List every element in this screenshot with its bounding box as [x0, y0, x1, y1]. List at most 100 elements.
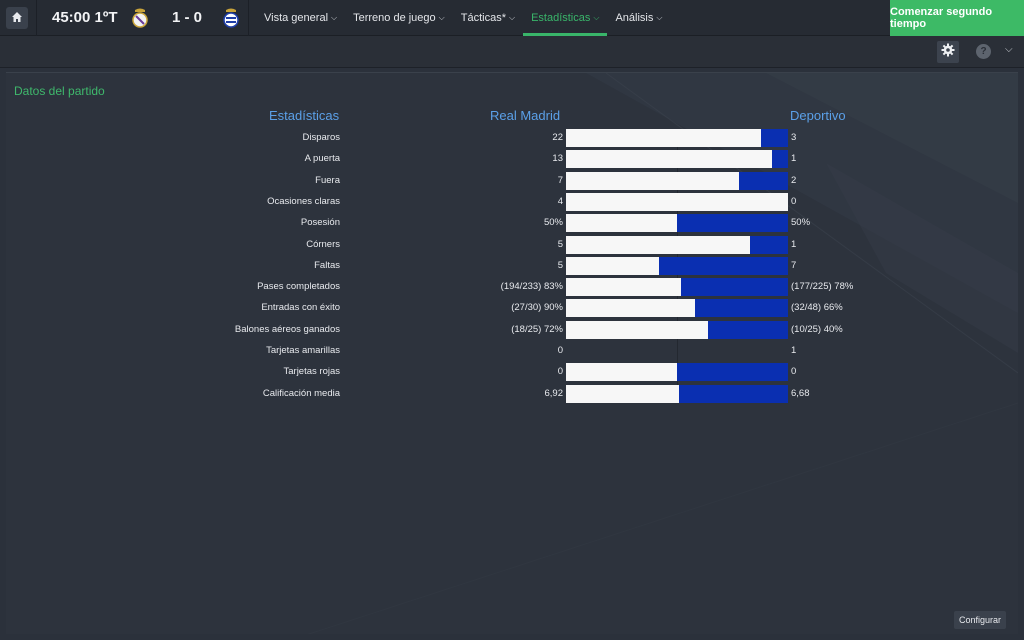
home-bar-segment — [566, 172, 739, 190]
away-value: 7 — [791, 260, 797, 271]
stat-row: Tarjetas rojas 0 0 — [6, 361, 1018, 382]
home-value: 7 — [557, 175, 563, 186]
match-score: 1 - 0 — [172, 9, 203, 26]
nav-label: Tácticas* — [460, 12, 506, 24]
comparison-bar — [566, 236, 788, 254]
away-bar-segment — [739, 172, 788, 190]
home-bar-segment — [566, 236, 750, 254]
away-value: 1 — [791, 345, 797, 356]
home-bar-segment — [566, 150, 772, 168]
home-team-header: Real Madrid — [490, 108, 561, 123]
stat-label: Disparos — [302, 132, 341, 143]
away-bar-segment — [695, 299, 788, 317]
stat-label: Tarjetas rojas — [283, 366, 341, 377]
away-value: 6,68 — [791, 388, 810, 399]
home-value: 0 — [557, 345, 563, 356]
gear-icon — [941, 43, 955, 62]
stat-label: Balones aéreos ganados — [234, 324, 340, 335]
chevron-down-icon: ⌵ — [508, 13, 516, 22]
home-value: 22 — [552, 132, 563, 143]
home-icon — [11, 11, 23, 26]
away-bar-segment — [708, 321, 788, 339]
away-bar-segment — [681, 278, 788, 296]
match-clock: 45:00 1ºT — [52, 9, 118, 26]
chevron-down-icon: ⌵ — [331, 13, 338, 22]
comparison-bar — [566, 129, 788, 147]
home-value: (18/25) 72% — [511, 324, 563, 335]
divider — [36, 0, 37, 36]
nav-estadisticas[interactable]: Estadísticas ⌵ — [523, 0, 608, 36]
home-value: 5 — [557, 239, 563, 250]
away-value: 0 — [791, 366, 797, 377]
home-value: (27/30) 90% — [511, 302, 563, 313]
stat-row: Córners 5 1 — [6, 234, 1018, 255]
stat-row: Disparos 22 3 — [6, 127, 1018, 148]
stat-label: Faltas — [314, 260, 340, 271]
home-value: 6,92 — [544, 388, 564, 399]
chevron-down-icon: ⌵ — [593, 13, 600, 22]
away-bar-segment — [761, 129, 788, 147]
nav-label: Vista general — [264, 12, 329, 24]
stat-row: Faltas 5 7 — [6, 255, 1018, 276]
stat-row: Calificación media 6,92 6,68 — [6, 383, 1018, 404]
help-icon[interactable]: ? — [976, 44, 991, 59]
divider — [248, 0, 249, 36]
stat-row: Ocasiones claras 4 0 — [6, 191, 1018, 212]
stats-column-header: Estadísticas — [269, 108, 340, 123]
stat-row: A puerta 13 1 — [6, 148, 1018, 169]
nav-vista-general[interactable]: Vista general ⌵ — [256, 0, 345, 36]
home-bar-segment — [566, 278, 681, 296]
comparison-bar — [566, 193, 788, 211]
toolbar: ? ⌵ — [0, 36, 1024, 68]
stat-label: Fuera — [315, 175, 340, 186]
nav-label: Análisis — [615, 12, 654, 24]
stat-label: A puerta — [304, 153, 340, 164]
comparison-bar — [566, 299, 788, 317]
stat-label: Ocasiones claras — [267, 196, 340, 207]
away-value: 2 — [791, 175, 797, 186]
home-value: 4 — [557, 196, 563, 207]
chevron-down-icon[interactable]: ⌵ — [1005, 44, 1013, 55]
chevron-down-icon: ⌵ — [656, 13, 663, 22]
nav-label: Terreno de juego — [353, 12, 436, 24]
nav-analisis[interactable]: Análisis ⌵ — [607, 0, 670, 36]
stat-row: Posesión 50% 50% — [6, 212, 1018, 233]
home-value: 5 — [557, 260, 563, 271]
comparison-bar — [566, 214, 788, 232]
match-stats-panel: Datos del partido Estadísticas Real Madr… — [6, 72, 1018, 634]
away-bar-segment — [659, 257, 788, 275]
home-bar-segment — [566, 363, 677, 381]
stat-row: Entradas con éxito (27/30) 90% (32/48) 66% — [6, 297, 1018, 318]
nav-tacticas[interactable]: Tácticas* ⌵ — [453, 0, 523, 36]
stat-row: Pases completados (194/233) 83% (177/225) … — [6, 276, 1018, 297]
stat-label: Posesión — [300, 217, 340, 228]
away-bar-segment — [677, 363, 788, 381]
home-bar-segment — [566, 193, 788, 211]
comparison-bar — [566, 172, 788, 190]
stat-label: Tarjetas amarillas — [266, 345, 340, 356]
configure-button[interactable]: Configurar — [954, 611, 1006, 629]
home-value: 13 — [552, 153, 563, 164]
comparison-bar — [566, 278, 788, 296]
settings-button[interactable] — [937, 41, 959, 63]
stat-label: Pases completados — [257, 281, 340, 292]
home-team-crest-icon — [132, 7, 148, 29]
home-value: (194/233) 83% — [500, 281, 563, 292]
stat-row: Fuera 7 2 — [6, 170, 1018, 191]
home-value: 50% — [543, 217, 563, 228]
comparison-bar — [566, 257, 788, 275]
nav-terreno-de-juego[interactable]: Terreno de juego ⌵ — [345, 0, 453, 36]
away-value: (32/48) 66% — [791, 302, 843, 313]
comparison-bar — [566, 385, 788, 403]
home-bar-segment — [566, 385, 679, 403]
chevron-down-icon: ⌵ — [438, 13, 445, 22]
stat-label: Córners — [306, 239, 340, 250]
stat-label: Calificación media — [262, 388, 340, 399]
away-bar-segment — [677, 214, 788, 232]
comparison-bar — [566, 150, 788, 168]
stat-row: Tarjetas amarillas 0 1 — [6, 340, 1018, 361]
home-button[interactable] — [6, 7, 28, 29]
continue-game-button[interactable]: Comenzar segundo tiempo — [890, 0, 1024, 36]
away-bar-segment — [750, 236, 788, 254]
home-value: 0 — [557, 366, 563, 377]
